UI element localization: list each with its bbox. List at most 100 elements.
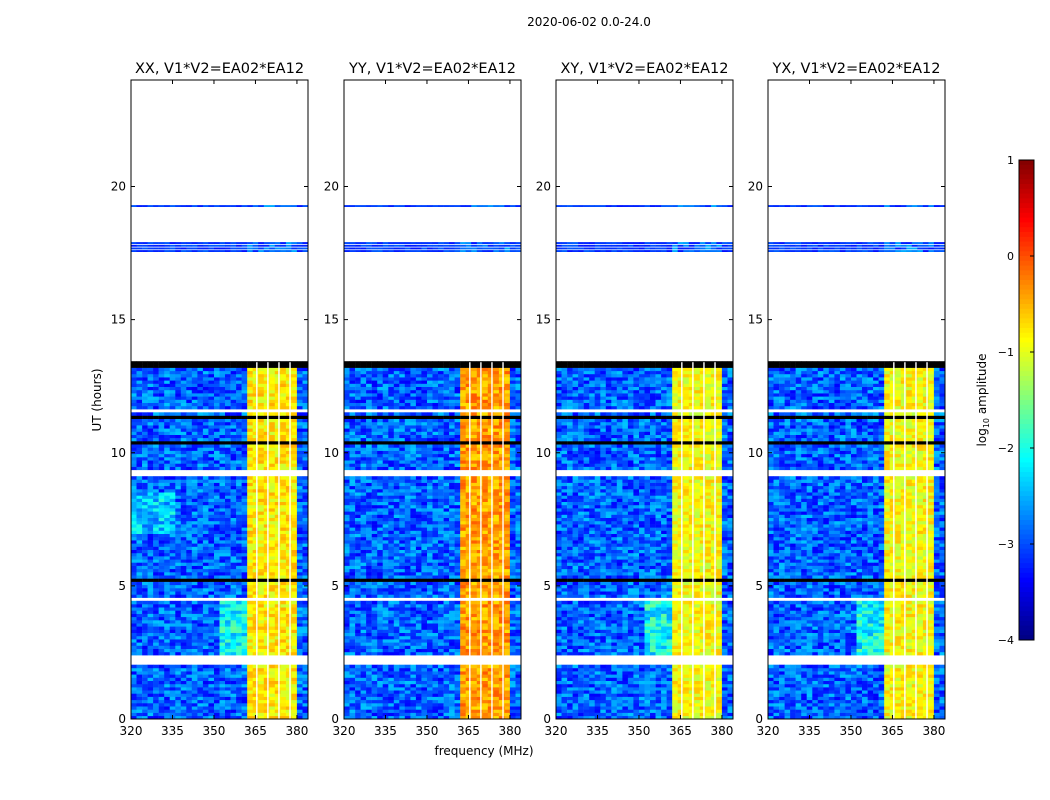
heatmap-cell: [285, 674, 292, 678]
heatmap-cell: [236, 511, 242, 515]
heatmap-cell: [153, 402, 159, 407]
heatmap-cell: [191, 405, 198, 410]
heatmap-cell: [153, 370, 159, 375]
heatmap-cell: [131, 457, 137, 461]
heatmap-cell: [291, 492, 298, 496]
heatmap-cell: [230, 715, 237, 720]
heatmap-cell: [515, 677, 522, 681]
heatmap-cell: [175, 250, 182, 252]
heatmap-cell: [142, 533, 148, 538]
heatmap-cell: [153, 607, 159, 611]
heatmap-cell: [153, 418, 159, 423]
heatmap-cell: [415, 706, 422, 710]
heatmap-cell: [241, 370, 248, 375]
heatmap-cell: [186, 434, 193, 439]
heatmap-cell: [509, 706, 516, 710]
heatmap-cell: [191, 489, 198, 493]
heatmap-cell: [427, 703, 433, 707]
heatmap-cell: [366, 699, 372, 704]
heatmap-cell: [344, 616, 350, 621]
heatmap-cell: [136, 250, 143, 252]
heatmap-cell: [460, 629, 466, 633]
heatmap-cell: [498, 562, 505, 566]
heatmap-cell: [263, 556, 270, 560]
heatmap-cell: [164, 367, 170, 372]
heatmap-cell: [291, 450, 298, 455]
heatmap-cell: [274, 380, 281, 384]
heatmap-cell: [291, 250, 298, 252]
heatmap-cell: [296, 514, 303, 518]
heatmap-cell: [236, 405, 242, 410]
heatmap-cell: [169, 377, 176, 381]
heatmap-cell: [225, 578, 231, 582]
heatmap-cell: [344, 632, 350, 637]
heatmap-cell: [263, 431, 270, 435]
heatmap-cell: [291, 588, 298, 592]
heatmap-cell: [476, 706, 483, 710]
heatmap-cell: [443, 575, 450, 579]
heatmap-cell: [175, 205, 182, 207]
heatmap-cell: [404, 715, 411, 720]
heatmap-cell: [432, 706, 439, 710]
heatmap-cell: [296, 645, 303, 649]
heatmap-cell: [142, 632, 148, 637]
heatmap-cell: [197, 492, 204, 496]
heatmap-cell: [449, 715, 455, 720]
heatmap-cell: [230, 572, 237, 576]
heatmap-cell: [487, 680, 494, 685]
heatmap-cell: [476, 690, 483, 694]
heatmap-cell: [515, 639, 522, 643]
heatmap-cell: [399, 604, 406, 608]
heatmap-cell: [302, 591, 309, 595]
heatmap-cell: [147, 588, 154, 592]
heatmap-cell: [355, 671, 361, 675]
heatmap-cell: [252, 671, 259, 675]
heatmap-cell: [164, 399, 170, 403]
heatmap-cell: [147, 463, 154, 467]
heatmap-cell: [360, 623, 367, 627]
heatmap-cell: [443, 648, 450, 653]
heatmap-cell: [169, 373, 176, 378]
heatmap-cell: [291, 504, 298, 509]
heatmap-cell: [296, 463, 303, 467]
heatmap-cell: [197, 578, 204, 582]
heatmap-cell: [285, 460, 292, 464]
heatmap-cell: [236, 572, 242, 576]
heatmap-cell: [449, 709, 455, 713]
heatmap-cell: [136, 667, 143, 672]
heatmap-cell: [399, 703, 406, 707]
heatmap-cell: [186, 482, 193, 487]
heatmap-cell: [202, 581, 209, 586]
heatmap-cell: [219, 690, 226, 694]
heatmap-cell: [208, 437, 215, 442]
heatmap-cell: [454, 687, 461, 691]
heatmap-cell: [360, 712, 367, 717]
heatmap-cell: [302, 431, 309, 435]
heatmap-cell: [371, 620, 378, 624]
heatmap-cell: [291, 703, 298, 707]
heatmap-cell: [142, 460, 148, 464]
heatmap-cell: [393, 680, 400, 685]
heatmap-cell: [296, 405, 303, 410]
heatmap-cell: [136, 244, 143, 247]
heatmap-cell: [421, 680, 428, 685]
heatmap-cell: [432, 610, 439, 614]
heatmap-cell: [515, 703, 522, 707]
heatmap-cell: [153, 536, 159, 541]
heatmap-cell: [180, 536, 187, 541]
heatmap-cell: [263, 552, 270, 557]
heatmap-cell: [208, 447, 215, 451]
heatmap-cell: [147, 642, 154, 646]
heatmap-cell: [208, 364, 215, 368]
heatmap-cell: [274, 693, 281, 697]
heatmap-cell: [504, 626, 511, 630]
heatmap-cell: [136, 706, 143, 710]
heatmap-cell: [247, 370, 253, 375]
heatmap-cell: [197, 482, 204, 487]
heatmap-cell: [252, 527, 259, 531]
heatmap-cell: [147, 527, 154, 531]
heatmap-cell: [296, 533, 303, 538]
heatmap-cell: [274, 428, 281, 432]
heatmap-cell: [493, 591, 500, 595]
heatmap-cell: [136, 687, 143, 691]
